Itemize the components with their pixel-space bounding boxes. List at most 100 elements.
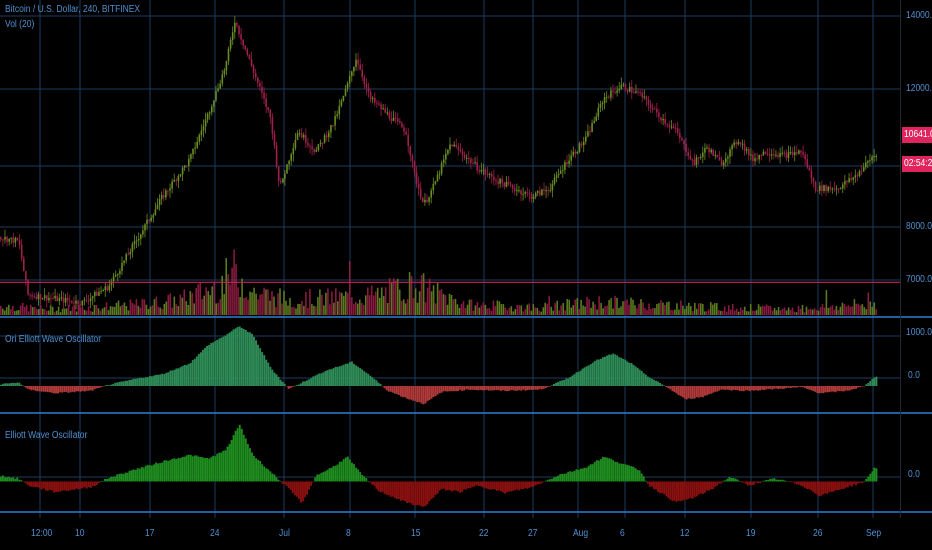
ori-ewo-bar <box>67 386 70 393</box>
ewo-bar <box>595 460 598 482</box>
ewo-bar <box>657 481 659 492</box>
time-tick: 15 <box>411 528 421 539</box>
ewo-bar <box>581 468 584 482</box>
ewo-bar <box>391 481 394 497</box>
ori-ewo-bar <box>20 384 23 386</box>
volume-bar <box>759 306 762 315</box>
candle-body <box>641 92 643 98</box>
ori-ewo-bar <box>477 386 480 391</box>
candle-body <box>580 143 583 146</box>
ori-ewo-bar <box>93 386 96 390</box>
volume-bar <box>763 306 766 315</box>
ewo-bar <box>49 481 51 490</box>
volume-bar <box>25 305 28 315</box>
ori-ewo-bar <box>151 376 153 386</box>
ewo-bar <box>295 481 298 497</box>
volume-bar <box>777 307 780 315</box>
ori-ewo-bar <box>302 381 304 386</box>
ewo-bar <box>706 481 708 491</box>
ori-ewo-bar <box>438 386 441 394</box>
candle-body <box>484 169 487 175</box>
candle-body <box>267 107 269 110</box>
candle-body <box>430 190 432 198</box>
volume-bar <box>757 304 760 315</box>
candle-body <box>288 160 290 165</box>
ori-ewo-bar <box>516 386 519 391</box>
candle-body <box>468 158 470 159</box>
volume-bar <box>578 309 580 315</box>
ewo-bar <box>808 481 810 490</box>
ewo-bar <box>136 468 139 482</box>
ewo-bar <box>281 481 284 484</box>
ori-ewo-bar <box>353 363 355 386</box>
candle-body <box>628 87 631 92</box>
volume-bar <box>791 307 794 315</box>
candle-body <box>574 151 577 154</box>
candle-body <box>676 128 679 134</box>
candle-body <box>321 142 324 144</box>
ewo-bar <box>602 456 604 482</box>
candle-body <box>37 294 40 299</box>
ori-ewo-bar <box>261 352 264 386</box>
ewo-bar <box>548 479 551 482</box>
ewo-bar <box>583 467 586 482</box>
volume-bar <box>147 309 150 315</box>
candle-body <box>85 299 88 301</box>
ewo-bar <box>755 481 757 483</box>
volume-bar <box>600 302 602 315</box>
candle-body <box>693 159 696 165</box>
volume-bar <box>93 304 96 315</box>
candle-body <box>447 149 449 154</box>
candle-body <box>236 23 238 26</box>
candle-body <box>114 275 117 277</box>
candle-body <box>14 237 17 243</box>
ori-ewo-bar <box>234 328 237 386</box>
ori-ewo-bar <box>379 383 382 386</box>
ewo-bar <box>828 481 831 492</box>
volume-bar <box>626 299 628 315</box>
ori-ewo-bar <box>191 360 194 386</box>
ewo-bar <box>632 466 635 482</box>
ewo-bar <box>516 481 519 490</box>
candle-body <box>610 90 612 98</box>
ewo-bar <box>308 481 310 490</box>
ori-ewo-bar <box>706 386 708 396</box>
ori-ewo-bar <box>238 326 241 386</box>
volume-bar <box>345 291 347 315</box>
candle-body <box>234 23 236 33</box>
candle-body <box>344 88 347 96</box>
candle-body <box>409 145 412 156</box>
volume-bar <box>388 278 391 315</box>
candle-body <box>808 167 811 171</box>
ori-ewo-bar <box>318 373 321 386</box>
ewo-bar <box>324 471 327 482</box>
ori-ewo-bar <box>753 386 755 391</box>
ori-ewo-bar <box>744 386 747 391</box>
ewo-bar <box>781 479 784 482</box>
ewo-bar <box>653 481 655 490</box>
ori-ewo-bar <box>712 386 715 393</box>
ewo-bar <box>681 481 684 501</box>
candle-body <box>330 125 332 133</box>
volume-bar <box>191 293 194 315</box>
volume-bar <box>773 307 776 315</box>
ewo-bar <box>367 481 370 482</box>
ewo-bar <box>302 481 304 502</box>
volume-bar <box>325 292 327 315</box>
ewo-bar <box>644 480 647 482</box>
volume-bar <box>133 304 136 315</box>
ewo-bar <box>487 481 490 490</box>
volume-bar <box>839 306 842 315</box>
ori-ewo-bar <box>600 358 602 386</box>
ewo-bar <box>55 481 57 492</box>
candle-body <box>294 139 297 149</box>
ori-ewo-bar <box>514 386 517 391</box>
candle-body <box>117 274 119 275</box>
candle-body <box>706 147 708 149</box>
volume-bar <box>243 298 245 315</box>
candle-body <box>121 263 123 271</box>
ewo-bar <box>418 481 421 506</box>
osc1-tick: 1000.0 <box>906 327 932 338</box>
ori-ewo-bar <box>581 368 584 386</box>
